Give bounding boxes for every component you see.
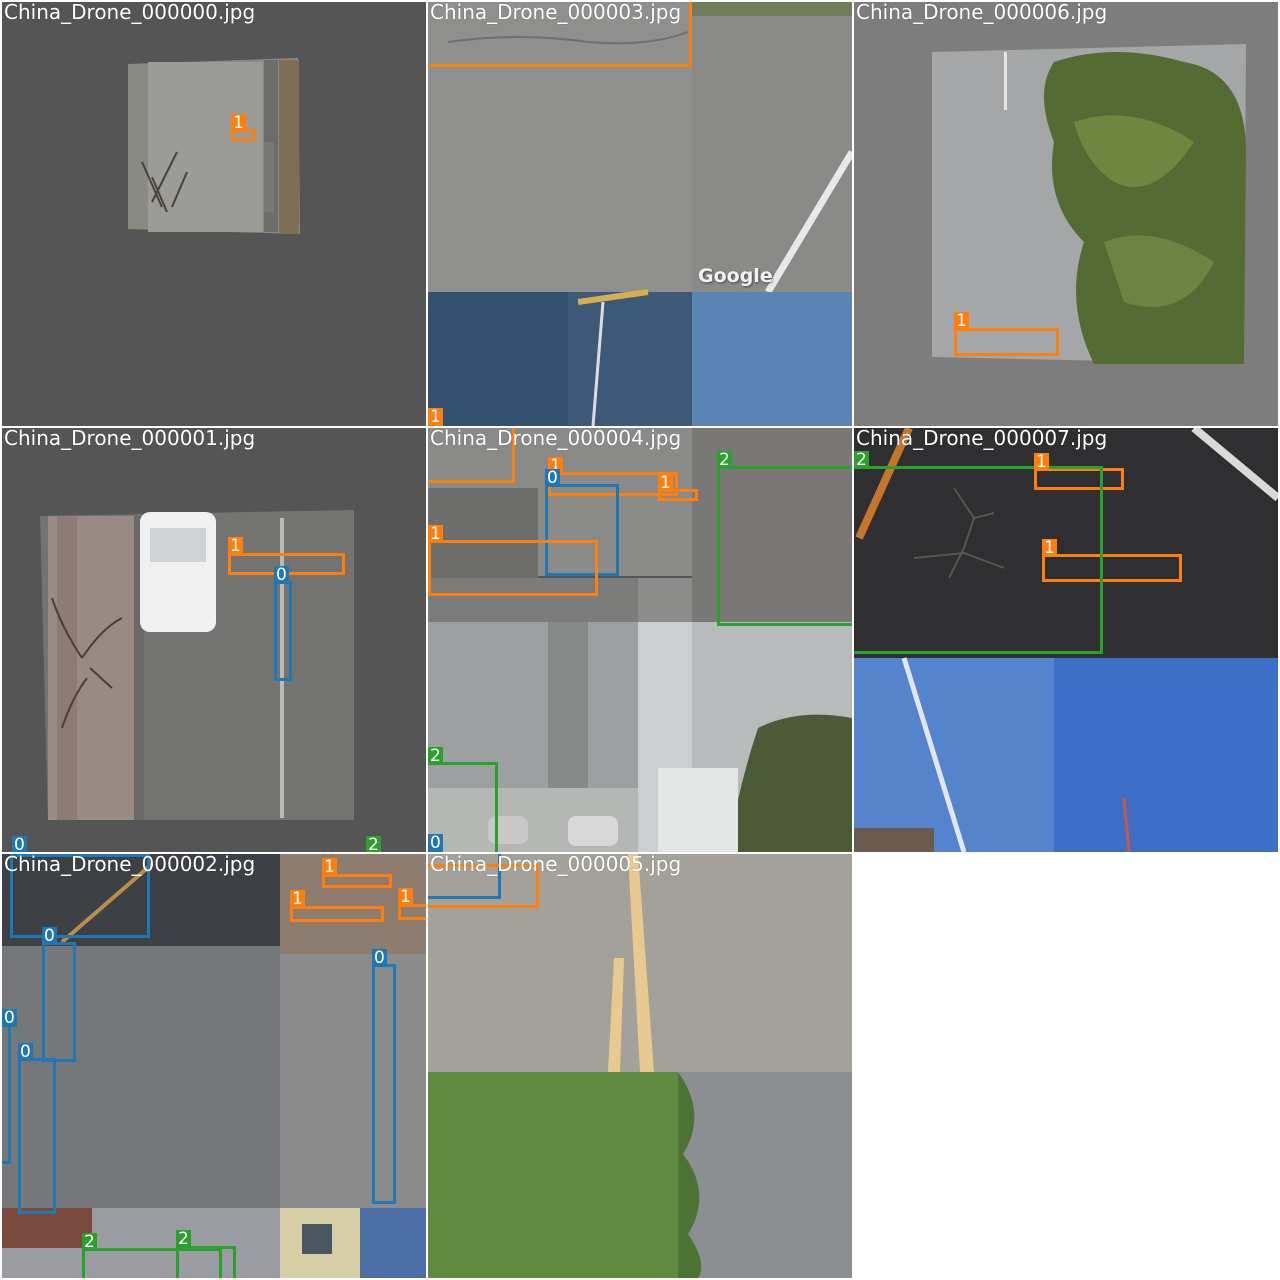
- detection-box-class-2: [428, 762, 498, 852]
- google-watermark: Google: [698, 265, 773, 287]
- image-caption: China_Drone_000006.jpg: [856, 2, 1108, 24]
- detection-box-class-0: [42, 942, 76, 1062]
- detection-box-class-0: [428, 854, 501, 899]
- drone-road-photo: [128, 58, 300, 234]
- image-caption: China_Drone_000000.jpg: [4, 2, 256, 24]
- detection-box-class-2: [854, 466, 1103, 654]
- detection-label: 1: [228, 536, 243, 556]
- image-tile-000000: China_Drone_000000.jpg 1: [2, 2, 426, 426]
- detection-box-class-0: [18, 1058, 56, 1214]
- detection-box-class-1: [322, 874, 392, 888]
- image-tile-000005: China_Drone_000005.jpg: [428, 854, 852, 1278]
- image-caption: China_Drone_000002.jpg: [4, 854, 256, 876]
- detection-label: 1: [428, 524, 443, 544]
- detection-label: 1: [1042, 538, 1057, 558]
- image-caption: China_Drone_000007.jpg: [856, 428, 1108, 450]
- detection-label: 2: [176, 1229, 191, 1249]
- drone-road-photo: [428, 428, 852, 852]
- detection-label: 0: [2, 1008, 17, 1028]
- detection-box-class-0: [2, 1024, 11, 1164]
- detection-label: 1: [290, 889, 305, 909]
- drone-road-photo: [40, 510, 354, 820]
- image-tile-000001: China_Drone_000001.jpg 1 0 0 2: [2, 428, 426, 852]
- image-caption: China_Drone_000003.jpg: [430, 2, 682, 24]
- detection-label: 1: [428, 407, 443, 426]
- detection-box-class-1: [428, 864, 539, 908]
- detection-box-class-2: [717, 466, 852, 626]
- image-tile-000004: China_Drone_000004.jpg 1 0 1 1 2 2 0: [428, 428, 852, 852]
- image-tile-000002: China_Drone_000002.jpg 0 0 0 0 1 1 1 2 2: [2, 854, 426, 1278]
- image-caption: China_Drone_000001.jpg: [4, 428, 256, 450]
- detection-box-class-2: [82, 1248, 222, 1278]
- detection-label: 1: [954, 311, 969, 331]
- detection-label: 2: [82, 1232, 97, 1252]
- detection-box-class-2: [176, 1246, 236, 1278]
- detection-box-class-1: [428, 540, 598, 596]
- detection-label: 2: [428, 746, 443, 766]
- detection-box-class-0: [10, 854, 150, 938]
- detection-label: 0: [428, 833, 443, 852]
- detection-box-class-1: [1042, 554, 1182, 582]
- drone-road-photo: [2, 854, 426, 1278]
- detection-label: 0: [18, 1042, 33, 1062]
- detection-label: 1: [658, 473, 673, 493]
- image-tile-000007: China_Drone_000007.jpg 1 1 2: [854, 428, 1278, 852]
- detection-label: 2: [717, 450, 732, 470]
- detection-box-class-1: [954, 328, 1059, 356]
- image-caption: China_Drone_000004.jpg: [430, 428, 682, 450]
- detection-label: 2: [854, 450, 869, 470]
- drone-road-photo: [428, 854, 852, 1278]
- detection-label: 0: [42, 926, 57, 946]
- detection-box-class-0: [545, 484, 619, 576]
- drone-road-photo: [932, 44, 1246, 364]
- image-tile-000006: China_Drone_000006.jpg 1: [854, 2, 1278, 426]
- detection-label: 0: [12, 835, 27, 852]
- detection-box-class-1: [1034, 468, 1124, 490]
- detection-box-class-0: [274, 581, 292, 681]
- detection-label: 0: [274, 565, 289, 585]
- detection-label: 1: [1034, 452, 1049, 472]
- detection-label: 1: [231, 113, 246, 133]
- detection-box-class-1: [428, 428, 515, 483]
- detection-label: 2: [366, 835, 381, 852]
- drone-road-photo: [854, 428, 1278, 852]
- detection-label: 1: [322, 857, 337, 877]
- detection-label: 0: [545, 468, 560, 488]
- image-caption: China_Drone_000005.jpg: [430, 854, 682, 876]
- drone-road-photo: [428, 2, 852, 426]
- detection-box-class-1: [428, 2, 692, 67]
- detection-label: 1: [398, 887, 413, 907]
- detection-box-class-1: [658, 489, 698, 501]
- detection-box-class-1: [290, 906, 384, 922]
- image-tile-000003: China_Drone_000003.jpg Google 1: [428, 2, 852, 426]
- detection-box-class-0: [372, 964, 396, 1204]
- detection-label: 0: [372, 948, 387, 968]
